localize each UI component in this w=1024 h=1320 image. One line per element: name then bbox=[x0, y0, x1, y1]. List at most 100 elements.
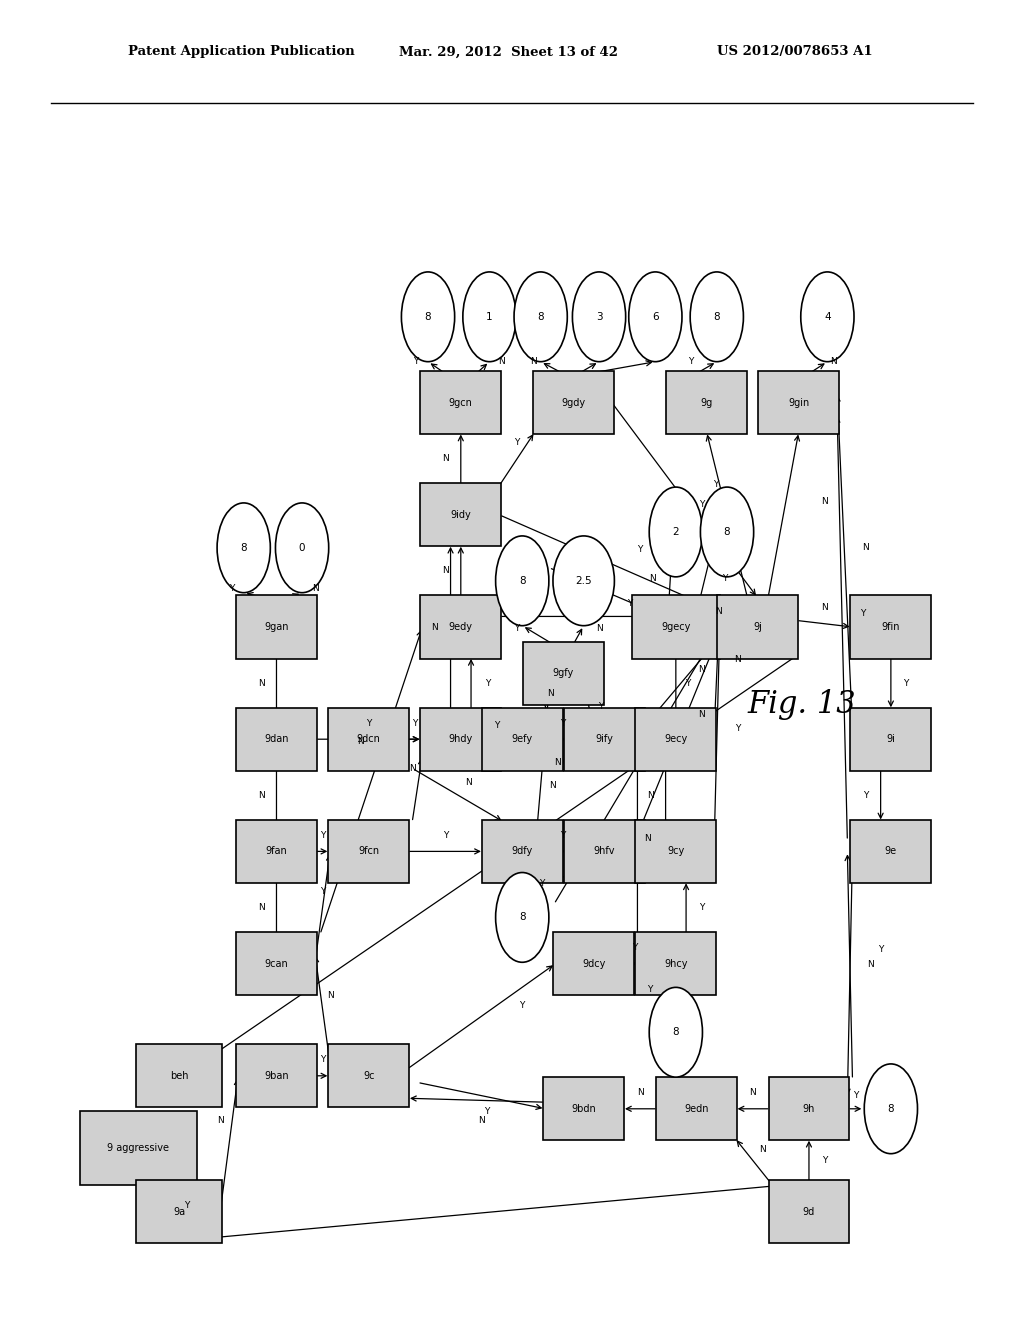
Text: 8: 8 bbox=[425, 312, 431, 322]
Text: Y: Y bbox=[319, 832, 326, 840]
Text: Y: Y bbox=[722, 574, 728, 582]
Text: Y: Y bbox=[184, 1201, 189, 1209]
Text: Y: Y bbox=[483, 1107, 489, 1115]
Text: Y: Y bbox=[688, 356, 694, 366]
Text: Y: Y bbox=[319, 1056, 326, 1064]
Text: Y: Y bbox=[647, 986, 653, 994]
Text: Mar. 29, 2012  Sheet 13 of 42: Mar. 29, 2012 Sheet 13 of 42 bbox=[399, 45, 618, 58]
Text: Y: Y bbox=[319, 887, 326, 896]
Text: Y: Y bbox=[862, 791, 868, 800]
Text: 9hcy: 9hcy bbox=[665, 958, 687, 969]
Text: 8: 8 bbox=[714, 312, 720, 322]
Text: 9c: 9c bbox=[362, 1071, 375, 1081]
Text: 2.5: 2.5 bbox=[575, 576, 592, 586]
Text: N: N bbox=[649, 574, 655, 582]
Text: 8: 8 bbox=[519, 912, 525, 923]
FancyBboxPatch shape bbox=[850, 595, 932, 659]
Text: Y: Y bbox=[560, 719, 566, 727]
FancyBboxPatch shape bbox=[635, 820, 717, 883]
Text: Y: Y bbox=[514, 624, 520, 632]
FancyBboxPatch shape bbox=[328, 820, 410, 883]
Text: 8: 8 bbox=[724, 527, 730, 537]
Text: 6: 6 bbox=[652, 312, 658, 322]
Text: 9d: 9d bbox=[803, 1206, 815, 1217]
Text: Patent Application Publication: Patent Application Publication bbox=[128, 45, 354, 58]
Text: 9edn: 9edn bbox=[684, 1104, 709, 1114]
Text: Y: Y bbox=[853, 1092, 858, 1100]
Ellipse shape bbox=[275, 503, 329, 593]
FancyBboxPatch shape bbox=[328, 1044, 410, 1107]
Text: Y: Y bbox=[632, 944, 638, 952]
FancyBboxPatch shape bbox=[136, 1180, 222, 1243]
Text: Y: Y bbox=[598, 702, 604, 710]
Text: N: N bbox=[554, 758, 560, 767]
Text: N: N bbox=[530, 356, 537, 366]
Text: Y: Y bbox=[698, 500, 705, 508]
Ellipse shape bbox=[553, 536, 614, 626]
FancyBboxPatch shape bbox=[421, 708, 502, 771]
Text: N: N bbox=[442, 454, 449, 463]
Text: N: N bbox=[549, 781, 556, 789]
FancyBboxPatch shape bbox=[236, 820, 317, 883]
Text: Y: Y bbox=[228, 585, 234, 593]
Text: Y: Y bbox=[514, 438, 520, 447]
FancyBboxPatch shape bbox=[758, 371, 840, 434]
Text: 8: 8 bbox=[538, 312, 544, 322]
FancyBboxPatch shape bbox=[80, 1111, 197, 1185]
Text: Y: Y bbox=[637, 545, 643, 554]
Text: 2: 2 bbox=[673, 527, 679, 537]
FancyBboxPatch shape bbox=[236, 1044, 317, 1107]
Ellipse shape bbox=[690, 272, 743, 362]
Text: N: N bbox=[442, 566, 449, 576]
Ellipse shape bbox=[629, 272, 682, 362]
Text: 9gcn: 9gcn bbox=[449, 397, 473, 408]
Ellipse shape bbox=[864, 1064, 918, 1154]
Text: N: N bbox=[760, 1146, 766, 1154]
Text: Y: Y bbox=[878, 945, 884, 954]
Text: 9can: 9can bbox=[264, 958, 289, 969]
Text: Y: Y bbox=[442, 832, 449, 840]
Text: N: N bbox=[698, 665, 705, 675]
Text: Y: Y bbox=[484, 678, 490, 688]
Ellipse shape bbox=[217, 503, 270, 593]
Text: N: N bbox=[867, 960, 873, 969]
Ellipse shape bbox=[401, 272, 455, 362]
FancyBboxPatch shape bbox=[563, 820, 645, 883]
Text: N: N bbox=[328, 991, 334, 1001]
Text: N: N bbox=[821, 498, 827, 506]
FancyBboxPatch shape bbox=[136, 1044, 222, 1107]
Text: 9j: 9j bbox=[754, 622, 762, 632]
FancyBboxPatch shape bbox=[482, 708, 563, 771]
FancyBboxPatch shape bbox=[236, 595, 317, 659]
Text: N: N bbox=[217, 1115, 224, 1125]
Text: N: N bbox=[698, 710, 705, 719]
Text: 9efy: 9efy bbox=[512, 734, 532, 744]
Text: 9bdn: 9bdn bbox=[571, 1104, 596, 1114]
FancyBboxPatch shape bbox=[635, 932, 717, 995]
Ellipse shape bbox=[514, 272, 567, 362]
FancyBboxPatch shape bbox=[534, 371, 614, 434]
Text: 9edy: 9edy bbox=[449, 622, 473, 632]
Text: 8: 8 bbox=[241, 543, 247, 553]
Text: N: N bbox=[409, 764, 416, 774]
FancyBboxPatch shape bbox=[656, 1077, 737, 1140]
Text: 9ban: 9ban bbox=[264, 1071, 289, 1081]
Text: 9ify: 9ify bbox=[595, 734, 613, 744]
FancyBboxPatch shape bbox=[768, 1077, 850, 1140]
Text: 9gfy: 9gfy bbox=[553, 668, 573, 678]
Text: N: N bbox=[644, 834, 651, 842]
Ellipse shape bbox=[801, 272, 854, 362]
Text: Y: Y bbox=[540, 879, 545, 887]
Text: Y: Y bbox=[734, 725, 740, 733]
Text: 9dcn: 9dcn bbox=[356, 734, 381, 744]
Text: 9a: 9a bbox=[173, 1206, 185, 1217]
Text: beh: beh bbox=[170, 1071, 188, 1081]
Text: 1: 1 bbox=[486, 312, 493, 322]
Ellipse shape bbox=[649, 487, 702, 577]
Ellipse shape bbox=[496, 536, 549, 626]
Text: N: N bbox=[596, 624, 602, 632]
Text: N: N bbox=[357, 737, 365, 746]
Text: Y: Y bbox=[412, 719, 418, 727]
Text: N: N bbox=[734, 655, 740, 664]
FancyBboxPatch shape bbox=[768, 1180, 850, 1243]
